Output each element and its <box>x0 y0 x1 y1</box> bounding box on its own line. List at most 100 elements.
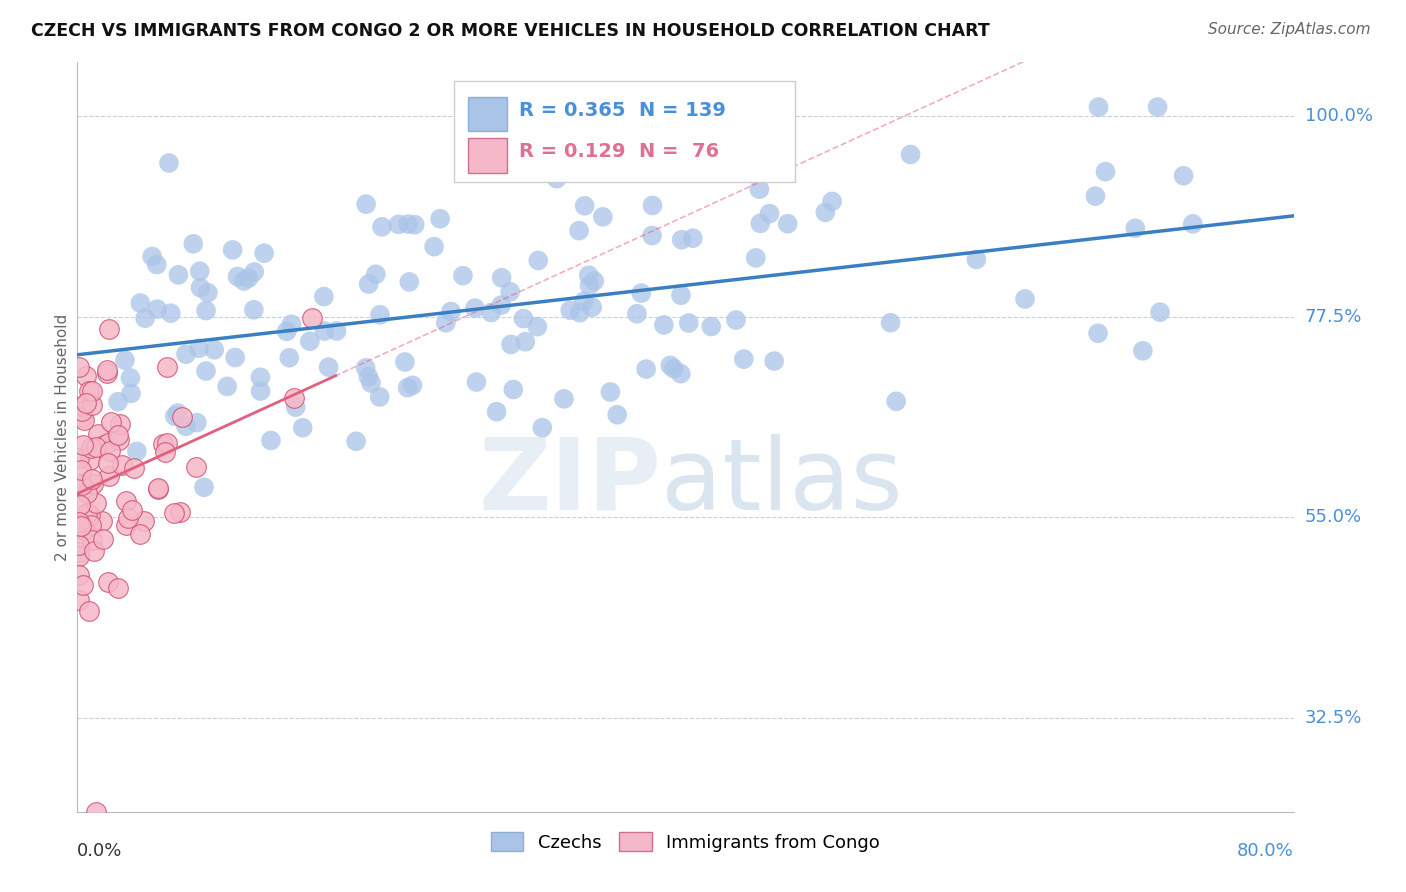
Point <box>630 286 652 301</box>
Point <box>776 217 799 231</box>
Point <box>440 304 463 318</box>
Text: R = 0.365  N = 139: R = 0.365 N = 139 <box>519 101 725 120</box>
Point <box>357 277 380 291</box>
Point <box>76 506 98 520</box>
Point <box>132 514 155 528</box>
Point <box>1173 169 1195 183</box>
Point <box>174 419 197 434</box>
Point <box>155 444 177 458</box>
Point <box>578 278 600 293</box>
Text: 0.0%: 0.0% <box>77 842 122 860</box>
Point <box>401 378 423 392</box>
Point <box>357 369 380 384</box>
Point <box>396 217 419 231</box>
Point <box>526 319 548 334</box>
Point <box>814 205 837 219</box>
Point <box>758 206 780 220</box>
Y-axis label: 2 or more Vehicles in Household: 2 or more Vehicles in Household <box>55 313 70 561</box>
Point <box>141 250 163 264</box>
Point <box>398 275 420 289</box>
Point <box>145 258 167 272</box>
Point <box>72 438 94 452</box>
Point <box>404 218 426 232</box>
Point <box>396 381 419 395</box>
Point <box>465 375 488 389</box>
Point <box>659 359 682 373</box>
Point <box>512 311 534 326</box>
Point <box>188 264 211 278</box>
Point <box>284 400 307 414</box>
Point <box>108 433 131 447</box>
Point <box>568 224 591 238</box>
Point <box>67 545 90 559</box>
Point <box>1094 164 1116 178</box>
Point <box>91 532 114 546</box>
Point <box>1181 217 1204 231</box>
Point <box>884 394 907 409</box>
Point <box>80 472 103 486</box>
Point <box>186 460 208 475</box>
Point <box>354 360 377 375</box>
Point <box>278 351 301 365</box>
Point <box>599 384 621 399</box>
Point <box>75 368 97 383</box>
Point <box>111 458 134 472</box>
Point <box>84 496 107 510</box>
Point <box>174 347 197 361</box>
Point <box>67 549 90 563</box>
Point <box>745 251 768 265</box>
Point <box>485 405 508 419</box>
Point <box>80 384 103 399</box>
Point <box>125 444 148 458</box>
Point <box>186 416 208 430</box>
Point <box>748 182 770 196</box>
Point <box>69 463 91 477</box>
Point <box>491 270 513 285</box>
Point <box>581 300 603 314</box>
Point <box>669 367 692 381</box>
Point <box>1132 343 1154 358</box>
Point <box>583 100 606 114</box>
Point <box>167 268 190 282</box>
Point <box>156 360 179 375</box>
Point <box>368 308 391 322</box>
Point <box>671 233 693 247</box>
Point <box>84 440 107 454</box>
Point <box>531 420 554 434</box>
Point <box>107 428 129 442</box>
Point <box>592 210 614 224</box>
Point <box>312 289 335 303</box>
Point <box>134 311 156 326</box>
Point <box>568 306 591 320</box>
Text: 55.0%: 55.0% <box>1305 508 1362 526</box>
Point <box>491 298 513 312</box>
Point <box>70 519 93 533</box>
Point <box>188 341 211 355</box>
Point <box>682 231 704 245</box>
Point <box>464 301 486 315</box>
Point <box>70 404 93 418</box>
Point <box>314 324 336 338</box>
Point <box>527 253 550 268</box>
Point <box>114 353 136 368</box>
FancyBboxPatch shape <box>468 138 506 172</box>
Point <box>108 417 131 431</box>
Point <box>98 469 121 483</box>
Text: 32.5%: 32.5% <box>1305 709 1362 727</box>
Point <box>641 198 664 212</box>
Point <box>166 406 188 420</box>
Point <box>67 359 90 374</box>
Point <box>146 483 169 497</box>
Point <box>724 313 747 327</box>
Point <box>67 515 90 529</box>
Point <box>117 511 139 525</box>
Point <box>502 383 524 397</box>
Point <box>260 434 283 448</box>
Point <box>232 274 254 288</box>
Point <box>325 324 347 338</box>
Point <box>157 156 180 170</box>
Point <box>193 480 215 494</box>
Point <box>170 410 193 425</box>
Point <box>560 303 582 318</box>
Point <box>146 301 169 316</box>
